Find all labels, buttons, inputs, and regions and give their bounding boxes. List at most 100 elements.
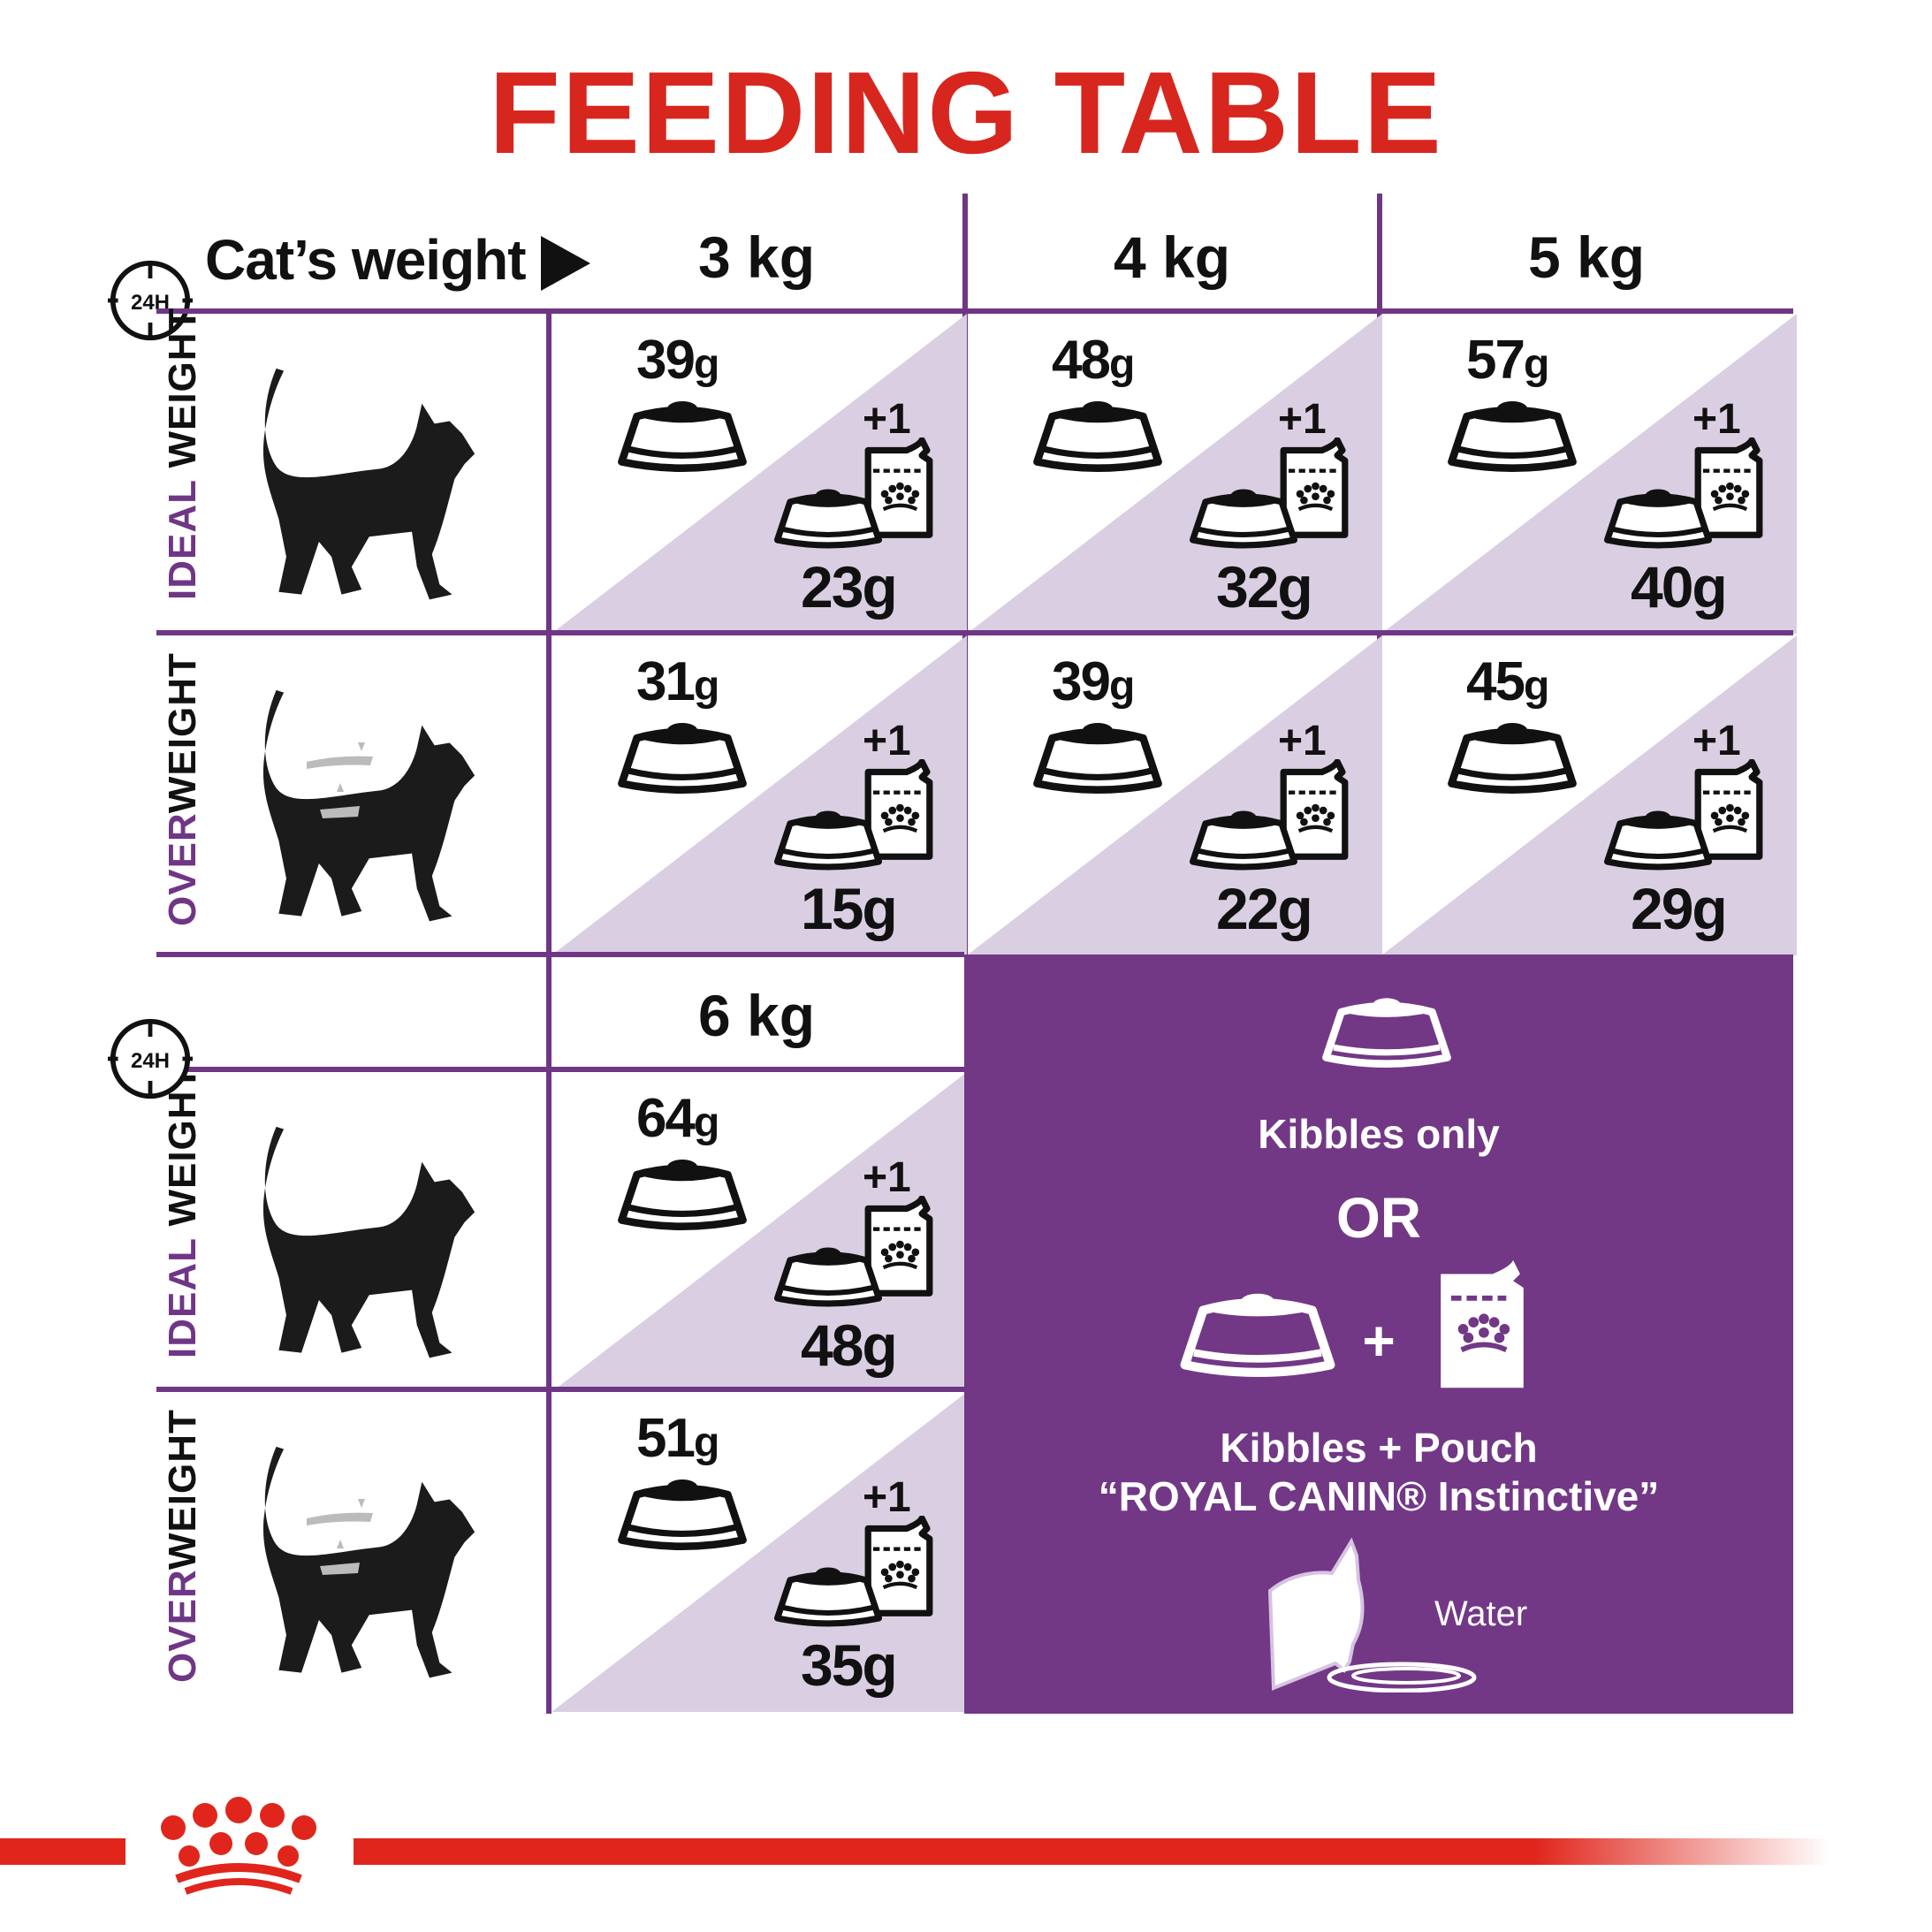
pouch-count: +1 — [863, 1154, 911, 1201]
weight-column-header: 4 kg — [1113, 224, 1231, 290]
amount-unit: g — [1277, 876, 1312, 941]
ideal-cat-silhouette-icon — [254, 366, 492, 605]
feeding-cell-over: 31g +1 15 g — [551, 635, 967, 955]
feeding-cell-ideal: 39 g +1 23g — [551, 314, 967, 634]
kibbles-with-pouch-amount: 29g — [1631, 876, 1728, 941]
row-divider — [156, 952, 964, 957]
amount-value: 22 — [1216, 876, 1279, 941]
ideal-weight-label-cell: IDEAL WEIGHT — [156, 308, 546, 633]
pouch-diagonal-background — [1381, 635, 1797, 955]
feeding-cell-ideal: 48g +1 32g — [967, 314, 1382, 634]
page-title: FEEDING TABLE — [489, 48, 1443, 178]
feeding-cell-ideal: 64g +1 48g — [551, 1072, 967, 1392]
amount-unit: g — [1692, 876, 1727, 941]
amount-unit: g — [862, 1312, 897, 1378]
amount-unit: g — [1523, 663, 1549, 710]
kibble-bowl-icon — [769, 487, 887, 551]
amount-unit: g — [1523, 341, 1549, 388]
amount-value: 48 — [801, 1312, 863, 1378]
amount-value: 39 — [1052, 651, 1111, 712]
pouch-count: +1 — [1692, 718, 1741, 764]
amount-value: 31 — [636, 651, 696, 712]
kibbles-with-pouch-amount: 23g — [801, 558, 898, 616]
kibble-bowl-icon — [1027, 399, 1168, 475]
amount-value: 29 — [1631, 876, 1693, 941]
pouch-diagonal-background — [551, 1392, 967, 1712]
ideal-weight-label: IDEAL WEIGHT — [161, 1066, 204, 1358]
kibbles-only-amount: 51g — [636, 1411, 719, 1466]
column-divider — [546, 310, 551, 1714]
amount-value: 39 — [636, 330, 696, 391]
label-rest: WEIGHT — [161, 307, 204, 480]
ideal-weight-label: IDEAL WEIGHT — [161, 307, 204, 600]
or-label: OR — [1336, 1186, 1421, 1250]
overweight-cat-silhouette-icon — [254, 688, 492, 926]
over-weight-label: OVERWEIGHT — [161, 652, 204, 926]
amount-value: 64 — [636, 1088, 696, 1149]
row-divider — [156, 1387, 964, 1392]
row-divider — [156, 308, 1793, 314]
kibble-bowl-icon — [612, 399, 753, 475]
amount-value: 57 — [1466, 330, 1525, 391]
kibbles-with-pouch-amount: 32g — [1216, 558, 1313, 616]
weight-6kg: 6 kg — [697, 983, 816, 1048]
kibble-bowl-icon — [1316, 994, 1457, 1070]
kibbles-with-pouch-amount: 48g — [801, 1316, 898, 1374]
kibble-bowl-icon — [612, 720, 753, 796]
amount-unit: g — [693, 663, 719, 710]
label-accent: IDEAL — [161, 1237, 204, 1358]
feeding-cell-ideal: 57g +1 40g — [1381, 314, 1797, 634]
kibbles-only-amount: 64g — [636, 1092, 719, 1146]
ideal-cat-silhouette-icon — [254, 1124, 492, 1363]
clock-24h-icon: 24H — [108, 1016, 193, 1101]
kibble-bowl-icon — [769, 809, 887, 872]
kibbles-with-pouch-amount: 35g — [801, 1636, 898, 1694]
over-weight-label-cell: OVERWEIGHT — [156, 1391, 546, 1711]
pouch-count: +1 — [1278, 718, 1327, 764]
row-divider — [156, 630, 1793, 635]
row-divider — [156, 1067, 964, 1072]
clock-label: 24H — [131, 1049, 170, 1073]
kibbles-only-amount: 39g — [1052, 655, 1135, 710]
pouch-count: +1 — [1692, 396, 1741, 443]
label-accent: IDEAL — [161, 479, 204, 600]
kibbles-only-label: Kibbles only — [1258, 1111, 1500, 1157]
kibble-bowl-icon — [1599, 809, 1717, 872]
kibble-bowl-icon — [612, 1477, 753, 1553]
feeding-cell-over: 51g +1 35g — [551, 1392, 967, 1712]
triangle-right-icon — [541, 236, 590, 291]
amount-unit: g — [862, 554, 897, 620]
kibble-bowl-icon — [1441, 399, 1583, 475]
kibble-bowl-icon — [1173, 1289, 1343, 1381]
pouch-count: +1 — [863, 718, 911, 764]
kibble-bowl-icon — [1184, 809, 1303, 872]
pouch-diagonal-background — [551, 1072, 967, 1392]
amount-value: 40 — [1631, 554, 1693, 620]
pouch-count: +1 — [863, 396, 911, 443]
kibbles-only-amount: 45g — [1466, 655, 1549, 710]
label-rest: WEIGHT — [161, 652, 204, 814]
kibbles-only-amount: 31g — [636, 655, 719, 710]
pouch-diagonal-background — [967, 314, 1382, 634]
over-weight-label-cell: OVERWEIGHT — [156, 635, 546, 955]
amount-unit: g — [693, 1099, 719, 1146]
amount-value: 23 — [801, 554, 863, 620]
kibble-bowl-icon — [769, 1565, 887, 1629]
pouch-count: +1 — [863, 1474, 911, 1521]
label-accent: OVER — [161, 1570, 204, 1683]
amount-value: 15 — [801, 876, 863, 941]
ideal-weight-label-cell: IDEAL WEIGHT — [156, 1066, 546, 1391]
amount-value: 45 — [1466, 651, 1525, 712]
kibbles-only-amount: 57g — [1466, 330, 1549, 391]
amount-value: 48 — [1052, 330, 1111, 391]
kibbles-with-pouch-amount: 40g — [1631, 558, 1728, 616]
amount-unit: g — [1692, 554, 1727, 620]
amount-value: 32 — [1216, 554, 1279, 620]
plus-sign: + — [1362, 1309, 1396, 1373]
royal-canin-crown-logo — [161, 1797, 316, 1895]
amount-unit: g — [1108, 341, 1135, 388]
feeding-cell-over: 39g +1 22g — [967, 635, 1382, 955]
overweight-cat-silhouette-icon — [254, 1444, 492, 1683]
amount-unit: g — [693, 1419, 719, 1466]
kibble-bowl-icon — [1441, 720, 1583, 796]
